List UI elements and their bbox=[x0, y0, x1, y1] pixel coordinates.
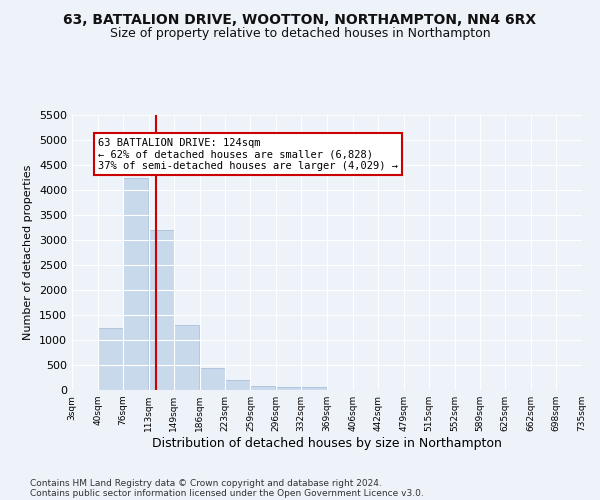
Bar bbox=[98, 328, 123, 390]
Text: 63 BATTALION DRIVE: 124sqm
← 62% of detached houses are smaller (6,828)
37% of s: 63 BATTALION DRIVE: 124sqm ← 62% of deta… bbox=[98, 138, 398, 170]
Text: Contains HM Land Registry data © Crown copyright and database right 2024.: Contains HM Land Registry data © Crown c… bbox=[30, 478, 382, 488]
Bar bbox=[174, 325, 199, 390]
Bar bbox=[250, 386, 275, 390]
Bar bbox=[276, 387, 301, 390]
Bar bbox=[149, 230, 174, 390]
Bar bbox=[301, 387, 326, 390]
Bar bbox=[225, 380, 250, 390]
Bar bbox=[199, 368, 224, 390]
Text: Size of property relative to detached houses in Northampton: Size of property relative to detached ho… bbox=[110, 28, 490, 40]
Text: 63, BATTALION DRIVE, WOOTTON, NORTHAMPTON, NN4 6RX: 63, BATTALION DRIVE, WOOTTON, NORTHAMPTO… bbox=[64, 12, 536, 26]
Bar bbox=[123, 178, 148, 390]
Text: Contains public sector information licensed under the Open Government Licence v3: Contains public sector information licen… bbox=[30, 488, 424, 498]
Y-axis label: Number of detached properties: Number of detached properties bbox=[23, 165, 34, 340]
X-axis label: Distribution of detached houses by size in Northampton: Distribution of detached houses by size … bbox=[152, 437, 502, 450]
